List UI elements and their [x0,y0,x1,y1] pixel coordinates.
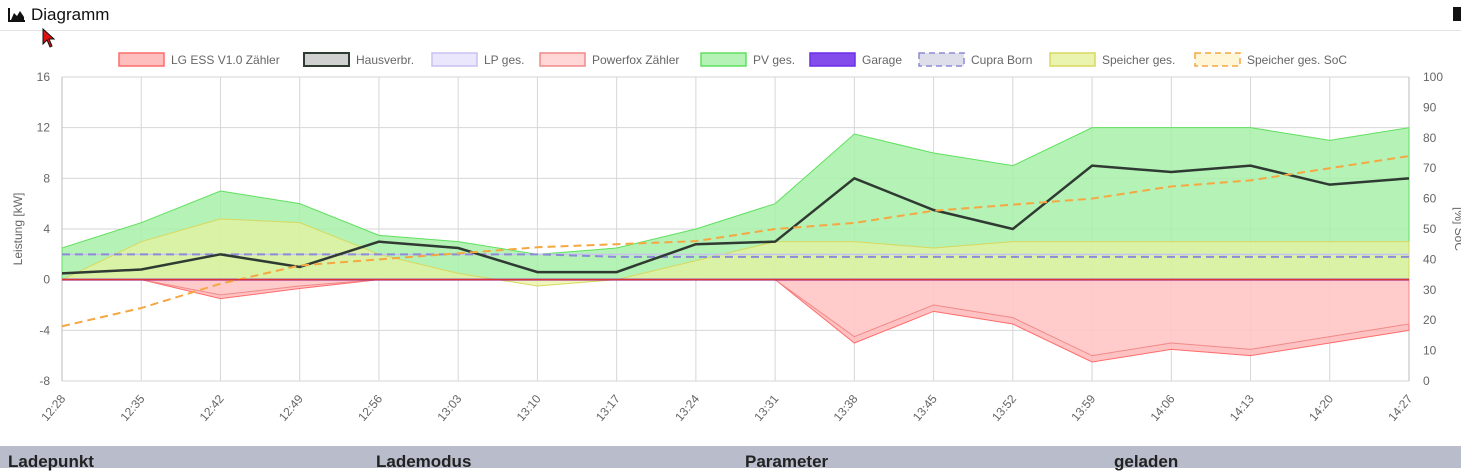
expand-icon[interactable] [1453,7,1461,21]
panel-title: Diagramm [31,5,110,24]
column-header-lademodus[interactable]: Lademodus [376,452,472,471]
y2-tick-label: 10 [1423,344,1437,358]
x-tick-label: 12:49 [276,392,306,424]
y2-tick-label: 70 [1423,161,1437,175]
chart-panel-header: Diagramm [0,0,1461,31]
column-header-parameter[interactable]: Parameter [745,452,829,471]
cupra-born-line [62,253,1409,258]
x-tick-label: 13:59 [1068,392,1098,424]
x-tick-label: 14:06 [1148,392,1178,424]
y2-tick-label: 20 [1423,313,1437,327]
legend-label: Speicher ges. [1102,53,1175,67]
legend-label: Garage [862,53,902,67]
legend-label: LG ESS V1.0 Zähler [171,53,280,67]
x-tick-label: 13:10 [514,392,544,424]
loadpoint-table-header: Ladepunkt Lademodus Parameter geladen [0,446,1461,471]
y2-tick-label: 40 [1423,252,1437,266]
x-tick-label: 12:56 [355,392,385,424]
y2-tick-label: 80 [1423,131,1437,145]
x-tick-label: 14:13 [1227,392,1257,424]
y-axis-title: Leistung [kW] [11,193,25,266]
storage-area [61,218,1410,287]
x-tick-label: 13:45 [910,392,940,424]
y2-tick-label: 50 [1423,222,1437,236]
x-tick-label: 13:17 [593,392,623,424]
column-header-geladen[interactable]: geladen [1114,452,1179,471]
legend-label: LP ges. [484,53,524,67]
x-tick-label: 13:24 [672,392,702,424]
legend-swatch [118,52,165,67]
x-tick-label: 13:03 [434,392,464,424]
x-tick-label: 12:35 [118,392,148,424]
legend-label: Powerfox Zähler [592,53,679,67]
y2-tick-label: 90 [1423,100,1437,114]
y2-tick-label: 0 [1423,374,1430,388]
legend-swatch [1194,52,1241,67]
x-tick-label: 13:38 [831,392,861,424]
area-chart-icon [8,8,25,22]
powerfox-area [62,279,1410,357]
x-tick-label: 12:42 [197,392,227,424]
y2-tick-label: 60 [1423,192,1437,206]
y-tick-label: 16 [37,70,51,84]
legend-swatch [539,52,586,67]
y2-tick-label: 30 [1423,283,1437,297]
y-tick-label: 12 [37,121,51,135]
y-tick-label: 0 [43,273,50,287]
y-tick-label: -4 [39,323,50,337]
legend-label: PV ges. [753,53,795,67]
legend-label: Hausverbr. [356,53,414,67]
storage-soc-line [61,155,1410,328]
power-chart: -8 -4 0 4 8 12 16 0 10 20 30 40 50 60 70 80 90 100 12:28 12… [11,52,1461,424]
legend-swatch [809,52,856,67]
x-tick-label: 14:20 [1306,392,1336,424]
legend-label: Cupra Born [971,53,1032,67]
legend-label: Speicher ges. SoC [1247,53,1347,67]
y-tick-label: 4 [43,222,50,236]
y-tick-label: 8 [43,171,50,185]
x-tick-label: 14:27 [1385,392,1415,424]
legend-swatch [918,52,965,67]
x-tick-label: 12:28 [38,392,68,424]
house-consumption-line [61,164,1410,275]
legend-swatch [700,52,747,67]
legend-swatch [1049,52,1096,67]
legend-swatch [431,52,478,67]
x-tick-label: 13:31 [751,392,781,424]
y-tick-label: -8 [39,374,50,388]
y2-tick-label: 100 [1423,70,1443,84]
mouse-cursor-icon [42,28,56,48]
x-tick-label: 13:52 [989,392,1019,424]
y2-axis-title: [%] SoC [1452,207,1461,251]
column-header-ladepunkt[interactable]: Ladepunkt [8,452,94,471]
legend-swatch [303,52,350,67]
